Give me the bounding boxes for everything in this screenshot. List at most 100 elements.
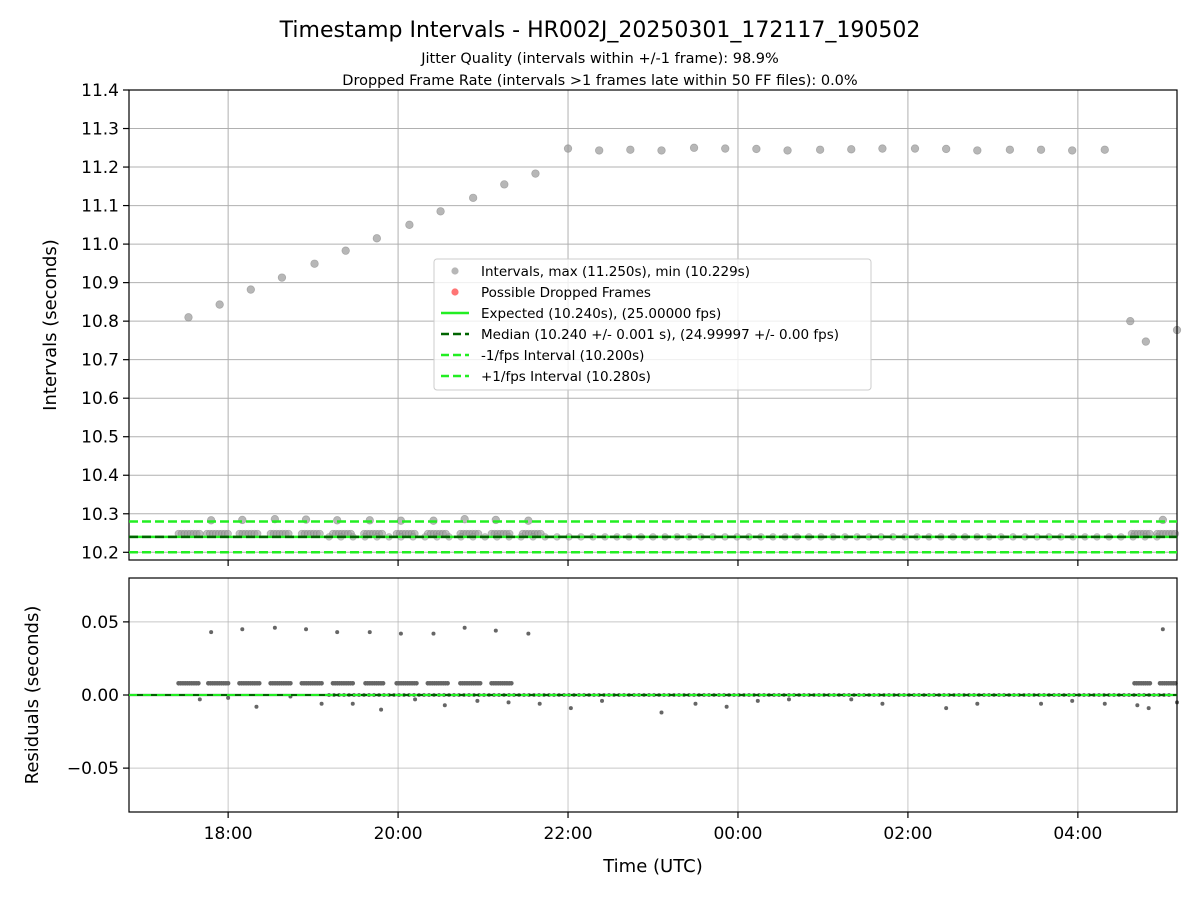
interval-point [563, 144, 573, 153]
legend-items: Intervals, max (11.250s), min (10.229s) P… [441, 264, 839, 385]
bottom-y-tick-label: 0.00 [81, 686, 119, 706]
residual-point [442, 703, 447, 708]
residual-point [304, 627, 309, 632]
legend-label: -1/fps Interval (10.200s) [481, 348, 644, 364]
top-y-axis-label: Intervals (seconds) [40, 239, 61, 411]
interval-point [942, 144, 951, 154]
chart-subtitle-jitter: Jitter Quality (intervals within +/-1 fr… [420, 51, 779, 67]
legend-label: Median (10.240 +/- 0.001 s), (24.99997 +… [481, 327, 839, 343]
top-y-tick-label: 10.9 [81, 274, 119, 294]
top-y-tick-label: 10.7 [81, 351, 119, 371]
x-tick-label: 18:00 [204, 824, 253, 844]
residual-point [350, 701, 355, 706]
residual-point [319, 701, 324, 706]
chart-title: Timestamp Intervals - HR002J_20250301_17… [279, 18, 921, 43]
x-tick-label: 00:00 [713, 824, 762, 844]
interval-point [468, 193, 478, 203]
residual-point [755, 698, 760, 703]
residual-point [379, 707, 384, 712]
residual-point [272, 625, 277, 630]
legend-label: Expected (10.240s), (25.00000 fps) [481, 306, 721, 322]
interval-point [815, 145, 825, 154]
top-y-tick-label: 10.2 [81, 543, 119, 563]
residual-point [1147, 681, 1153, 686]
residual-point [493, 628, 498, 633]
top-y-tick-label: 11.2 [81, 158, 119, 178]
legend-label: +1/fps Interval (10.280s) [481, 369, 651, 385]
interval-point [341, 246, 350, 255]
interval-point [405, 220, 414, 229]
interval-point [1036, 145, 1046, 154]
legend-label: Intervals, max (11.250s), min (10.229s) [481, 264, 750, 280]
residual-point [445, 681, 450, 686]
top-y-tick-label: 10.6 [81, 389, 119, 409]
residual-point [319, 681, 324, 686]
x-axis-label: Time (UTC) [602, 856, 703, 877]
residual-point [509, 681, 514, 686]
interval-point [531, 169, 540, 178]
residual-point [380, 681, 386, 686]
residual-point [526, 631, 531, 636]
residual-point [600, 698, 605, 703]
legend-marker [451, 267, 459, 275]
residual-point [786, 697, 791, 702]
residual-point [240, 627, 245, 632]
residual-point [288, 681, 293, 686]
residual-point [477, 681, 483, 686]
top-y-tick-label: 10.3 [81, 505, 119, 525]
bottom-residual-points [176, 625, 1179, 715]
interval-point [310, 259, 319, 268]
interval-point [372, 234, 381, 243]
interval-point [1126, 316, 1135, 326]
legend-marker [451, 288, 459, 296]
interval-point [1068, 146, 1077, 155]
interval-point [783, 146, 792, 155]
interval-point [721, 144, 730, 153]
bottom-x-ticks: 18:00 20:00 22:00 00:00 02:00 04:00 [204, 812, 1102, 844]
interval-point [878, 144, 887, 153]
residual-point [350, 681, 356, 686]
residual-point [506, 700, 511, 705]
residual-point [1135, 703, 1140, 708]
x-tick-label: 20:00 [374, 824, 423, 844]
residual-point [1070, 698, 1075, 703]
interval-point [910, 144, 920, 153]
top-reference-lines [129, 520, 1177, 554]
interval-point [500, 180, 509, 189]
residual-point [462, 625, 467, 630]
interval-point [657, 146, 666, 155]
interval-point [1005, 145, 1015, 154]
residual-point [196, 681, 201, 686]
residual-point [1146, 706, 1151, 711]
bottom-y-tick-label: 0.05 [81, 613, 119, 633]
interval-point [215, 300, 224, 309]
top-y-tick-label: 11.1 [81, 197, 119, 217]
legend-label: Possible Dropped Frames [481, 285, 651, 301]
residual-point [1160, 627, 1165, 632]
bottom-y-axis-label: Residuals (seconds) [22, 606, 43, 785]
bottom-y-tick-label: −0.05 [67, 759, 119, 779]
legend-box [433, 258, 872, 391]
interval-point [1141, 337, 1150, 346]
residual-point [335, 630, 340, 635]
interval-point [184, 313, 193, 322]
residual-point [226, 695, 231, 700]
residual-point [431, 631, 436, 636]
x-tick-label: 02:00 [883, 824, 932, 844]
interval-point [973, 146, 982, 155]
residual-point [256, 681, 262, 686]
residual-point [537, 701, 542, 706]
bottom-y-ticks: 0.05 0.00 −0.05 [67, 613, 129, 779]
residual-point [849, 697, 854, 702]
chart-subtitle-dropped: Dropped Frame Rate (intervals >1 frames … [342, 73, 857, 89]
interval-point [246, 285, 255, 294]
interval-point [847, 145, 856, 154]
residual-point [209, 630, 214, 635]
residual-point [944, 706, 949, 711]
residual-point [568, 706, 573, 711]
residual-point [254, 704, 259, 709]
top-y-tick-label: 11.3 [81, 120, 119, 140]
residual-point [659, 710, 664, 715]
